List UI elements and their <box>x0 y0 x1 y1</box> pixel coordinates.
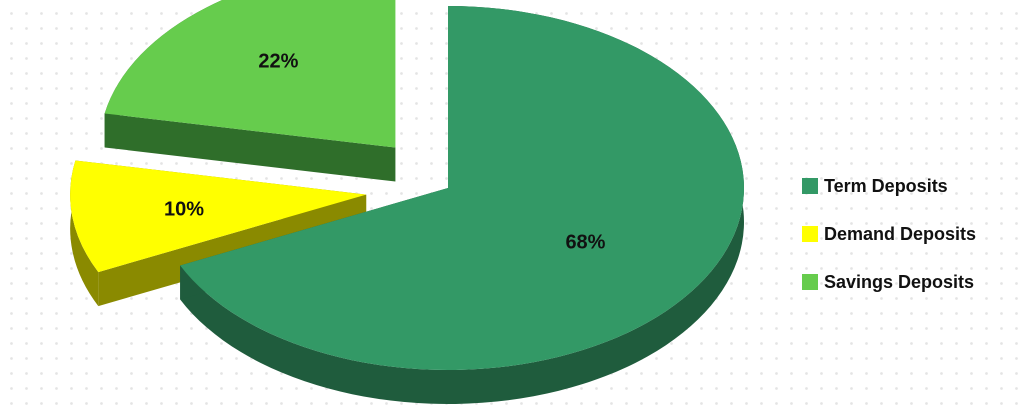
legend-swatch <box>802 274 818 290</box>
legend-label: Demand Deposits <box>824 223 977 244</box>
slice-wall-savings-deposits <box>104 113 396 182</box>
slice-label-term-deposits: 68% <box>565 232 605 254</box>
slice-demand-deposits <box>70 160 367 273</box>
slice-labels: 68% 10% 22% <box>164 51 606 254</box>
slice-term-deposits <box>180 6 744 370</box>
slice-savings-deposits <box>104 0 396 148</box>
legend-label: Savings Deposits <box>824 271 975 292</box>
legend-item-demand-deposits: Demand Deposits <box>802 222 976 246</box>
legend-item-term-deposits: Term Deposits <box>802 174 976 198</box>
slice-wall-demand-deposits <box>98 194 367 307</box>
slice-label-demand-deposits: 10% <box>164 199 204 221</box>
legend: Term Deposits Demand Deposits Savings De… <box>802 174 976 318</box>
slice-side-demand-deposits <box>70 160 99 307</box>
slice-tops <box>70 0 744 370</box>
legend-swatch <box>802 226 818 242</box>
legend-label: Term Deposits <box>824 175 948 196</box>
slice-label-savings-deposits: 22% <box>258 51 298 73</box>
legend-item-savings-deposits: Savings Deposits <box>802 270 976 294</box>
legend-swatch <box>802 178 818 194</box>
